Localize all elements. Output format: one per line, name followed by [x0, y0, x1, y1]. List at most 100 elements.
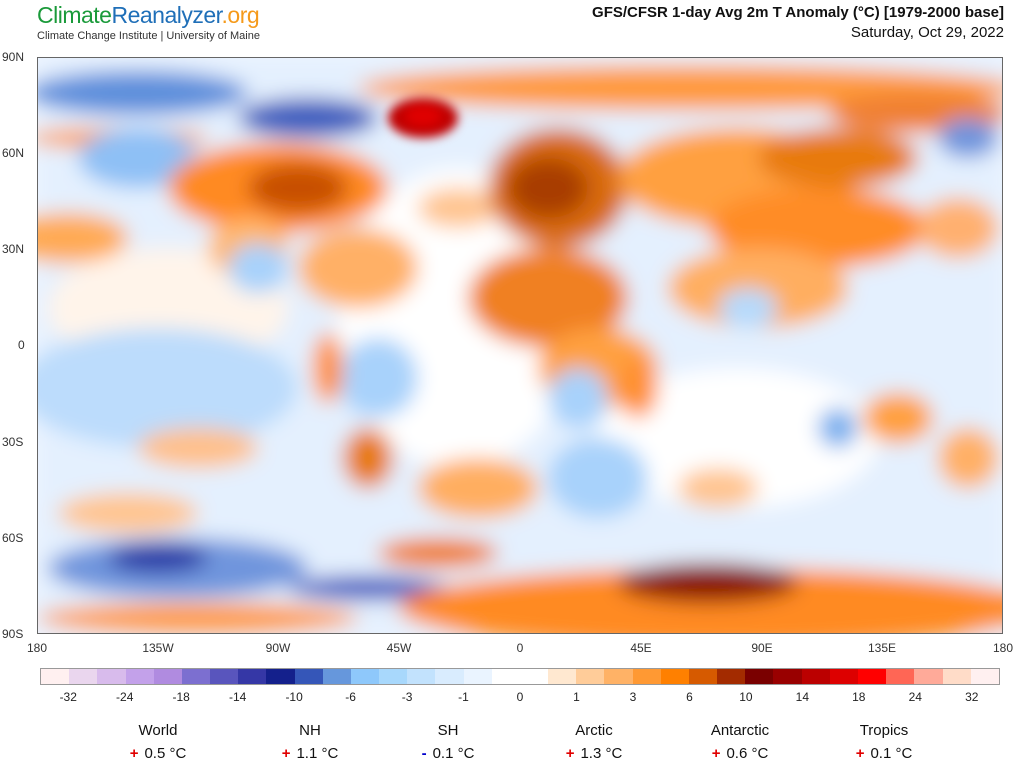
lon-label: 0: [516, 641, 524, 655]
lat-label: 30N: [2, 242, 25, 256]
stat-value: 1.1 °C: [296, 745, 339, 762]
stat-antarctic: Antarctic +0.6 °C: [680, 722, 800, 762]
lat-label: 0: [18, 338, 25, 352]
stat-arctic: Arctic +1.3 °C: [534, 722, 654, 762]
colorbar-cell: [463, 669, 492, 684]
stat-sign: +: [855, 745, 865, 762]
logo[interactable]: ClimateReanalyzer.org: [37, 2, 260, 29]
stat-name: World: [138, 722, 178, 739]
colorbar-cell: [266, 669, 295, 684]
colorbar-cell: [942, 669, 971, 684]
colorbar-label: -18: [172, 690, 190, 704]
stat-sign: +: [129, 745, 139, 762]
stat-value: 0.1 °C: [432, 745, 475, 762]
stat-value: 0.6 °C: [726, 745, 769, 762]
colorbar-label: -3: [401, 690, 413, 704]
colorbar-label: -10: [285, 690, 303, 704]
stat-name: Arctic: [575, 722, 613, 739]
stat-sign: +: [565, 745, 575, 762]
colorbar-label: 32: [965, 690, 979, 704]
colorbar-cell: [379, 669, 408, 684]
stat-value: 1.3 °C: [580, 745, 623, 762]
stat-value: 0.5 °C: [144, 745, 187, 762]
colorbar-cell: [548, 669, 577, 684]
colorbar-label: 1: [573, 690, 580, 704]
colorbar-cell: [773, 669, 802, 684]
map-title: GFS/CFSR 1-day Avg 2m T Anomaly (°C) [19…: [592, 4, 1004, 21]
lat-label: 90N: [2, 50, 25, 64]
colorbar-label: -1: [458, 690, 469, 704]
colorbar-cell: [576, 669, 605, 684]
lon-label: 180: [992, 641, 1014, 655]
map-date: Saturday, Oct 29, 2022: [850, 24, 1004, 41]
colorbar: [40, 668, 1000, 685]
colorbar-label: 3: [629, 690, 637, 704]
colorbar-cell: [914, 669, 943, 684]
colorbar-cell: [181, 669, 211, 684]
logo-climate: Climate: [37, 2, 112, 28]
colorbar-cell: [491, 669, 520, 684]
colorbar-label: 0: [516, 690, 524, 704]
colorbar-cell: [632, 669, 661, 684]
colorbar-label: -32: [59, 690, 77, 704]
colorbar-cell: [125, 669, 154, 684]
colorbar-cell: [857, 669, 887, 684]
colorbar-label: 18: [852, 690, 866, 704]
lon-label: 45E: [630, 641, 652, 655]
logo-reanalyzer: Reanalyzer: [111, 2, 222, 28]
colorbar-cell: [69, 669, 98, 684]
colorbar-cell: [604, 669, 633, 684]
stat-sh: SH -0.1 °C: [388, 722, 508, 762]
lon-label: 90E: [751, 641, 773, 655]
stat-world: World +0.5 °C: [98, 722, 218, 762]
colorbar-cell: [801, 669, 830, 684]
stat-name: SH: [437, 722, 459, 739]
institution: Climate Change Institute | University of…: [37, 30, 260, 42]
colorbar-cell: [745, 669, 774, 684]
stat-sign: +: [281, 745, 291, 762]
colorbar-cell: [238, 669, 267, 684]
lon-label: 45W: [386, 641, 412, 655]
stat-value: 0.1 °C: [870, 745, 913, 762]
colorbar-cell: [717, 669, 746, 684]
colorbar-label: -14: [228, 690, 247, 704]
colorbar-cell: [210, 669, 239, 684]
lon-label: 135W: [142, 641, 174, 655]
colorbar-label: 6: [686, 690, 693, 704]
lat-label: 90S: [2, 627, 24, 641]
logo-org: .org: [221, 2, 260, 28]
colorbar-cell: [970, 669, 999, 684]
lon-label: 135E: [867, 641, 897, 655]
lat-label: 30S: [2, 435, 24, 449]
colorbar-cell: [660, 669, 689, 684]
colorbar-cell: [322, 669, 351, 684]
colorbar-cell: [407, 669, 436, 684]
colorbar-cell: [435, 669, 464, 684]
stat-tropics: Tropics +0.1 °C: [824, 722, 944, 762]
lon-label: 180: [26, 641, 48, 655]
stat-name: Tropics: [859, 722, 909, 739]
colorbar-label: 10: [739, 690, 753, 704]
stat-nh: NH +1.1 °C: [250, 722, 370, 762]
colorbar-cell: [350, 669, 380, 684]
stat-sign: -: [421, 745, 427, 762]
colorbar-cell: [886, 669, 915, 684]
colorbar-cell: [829, 669, 858, 684]
colorbar-label: 14: [795, 690, 810, 704]
colorbar-label: 24: [908, 690, 922, 704]
colorbar-label: -6: [345, 690, 356, 704]
colorbar-cell: [97, 669, 126, 684]
colorbar-cell: [41, 669, 70, 684]
stat-name: NH: [299, 722, 321, 739]
colorbar-cell: [519, 669, 549, 684]
anomaly-field: [38, 58, 1002, 633]
lat-label: 60S: [2, 531, 24, 545]
colorbar-cell: [153, 669, 182, 684]
colorbar-label: -24: [116, 690, 134, 704]
stat-sign: +: [711, 745, 721, 762]
colorbar-cell: [688, 669, 718, 684]
anomaly-map: [37, 57, 1003, 634]
lon-label: 90W: [265, 641, 291, 655]
lat-label: 60N: [2, 146, 25, 160]
stat-name: Antarctic: [710, 722, 770, 739]
